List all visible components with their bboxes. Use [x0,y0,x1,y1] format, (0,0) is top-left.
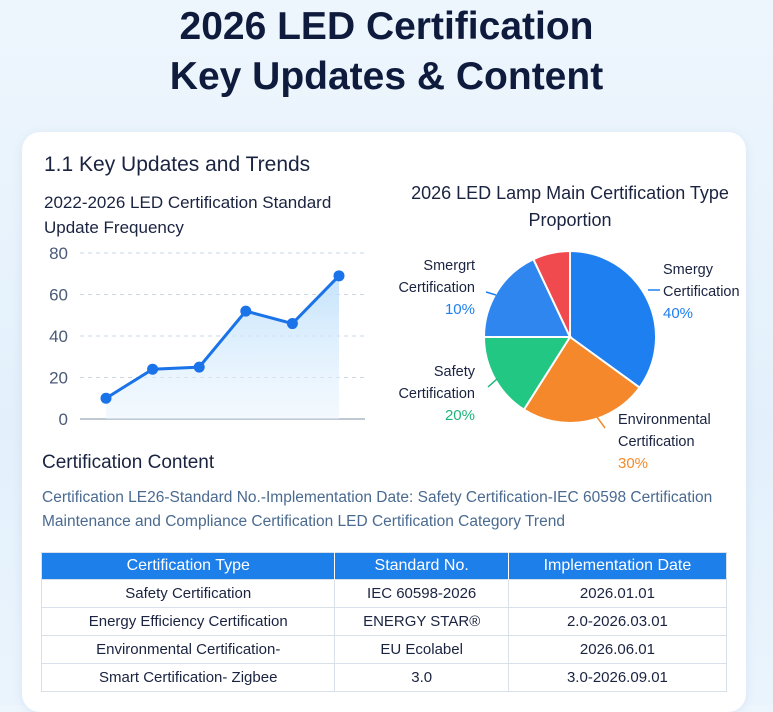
slice-percent: 20% [445,407,475,424]
table-row: Safety Certification IEC 60598-2026 2026.0… [40,579,728,608]
cell: 2.0-2026.03.01 [507,607,728,636]
page-title: 2026 LED Certification Key Updates & Cont… [0,2,773,102]
col-header: Implementation Date [507,552,727,580]
slice-label: Smergy [663,262,714,278]
slice-label: Certification [398,386,475,402]
cell: 3.0 [334,663,509,692]
cell: 2026.01.01 [507,579,728,608]
pie-slice [522,335,641,424]
y-tick-label: 0 [59,410,68,429]
table-row: Energy Efficiency Certification ENERGY ST… [40,607,728,636]
cell: Environmental Certification- [40,635,336,664]
leader-line [485,291,497,296]
area-fill [106,275,339,419]
line-chart-title: 2022-2026 LED Certification Standard Upd… [44,193,332,237]
description: Certification LE26-Standard No.-Implemen… [42,489,713,530]
cell: ENERGY STAR® [334,607,509,636]
title-line-2: Key Updates & Content [169,55,604,98]
leader-line [487,378,498,388]
data-point [240,305,252,317]
slice-percent: 40% [663,305,693,322]
col-header: Certification Type [41,552,335,580]
cell: Energy Efficiency Certification [40,607,336,636]
cell: 2026.06.01 [507,635,728,664]
cell: Smart Certification- Zigbee [40,663,336,692]
y-tick-label: 40 [49,327,68,346]
pie-slice [569,249,657,389]
slice-label: Smergrt [423,258,475,274]
y-tick-label: 80 [49,244,68,263]
data-point [193,361,205,373]
table-row: Smart Certification- Zigbee 3.0 3.0-2026.0… [40,663,728,692]
section-heading-content: Certification Content [42,452,215,473]
table-header: Certification Type Standard No. Implementa… [41,552,727,580]
data-point [333,270,345,282]
slice-label: Safety [434,364,476,380]
data-point [286,318,298,330]
slice-label: Certification [663,284,740,300]
slice-label: Certification [618,434,695,450]
leader-line [596,416,606,429]
slice-label: Environmental [618,412,711,428]
cell: 3.0-2026.09.01 [507,663,728,692]
slice-percent: 30% [618,455,648,472]
section-heading: 1.1 Key Updates and Trends [44,153,311,176]
col-header: Standard No. [334,552,509,580]
data-point [147,363,159,375]
pie-chart-title: 2026 LED Lamp Main Certification Type Pr… [411,183,729,230]
slice-label: Certification [398,280,475,296]
cell: IEC 60598-2026 [334,579,509,608]
data-point [100,392,112,404]
cell: Safety Certification [40,579,336,608]
certification-table: Certification Type Standard No. Implementa… [40,552,728,692]
slice-percent: 10% [445,301,475,318]
y-tick-label: 20 [49,369,68,388]
series-line [105,274,341,400]
pie-slice [482,257,572,338]
y-tick-label: 60 [49,286,68,305]
table-row: Environmental Certification- EU Ecolabel 2… [40,635,728,664]
cell: EU Ecolabel [334,635,509,664]
title-line-1: 2026 LED Certification [179,5,594,48]
pie-slice [482,336,572,411]
pie-slice [532,249,571,338]
